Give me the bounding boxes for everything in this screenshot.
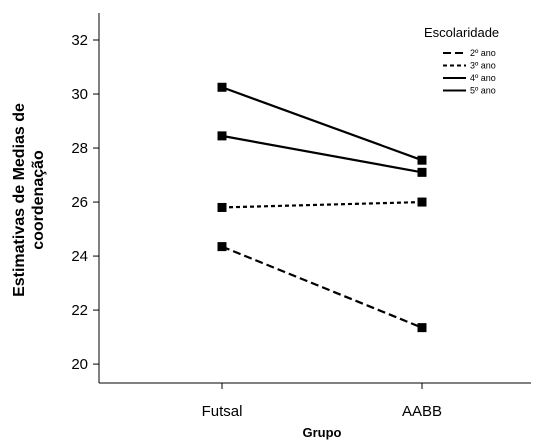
legend-label: 4º ano <box>470 73 496 83</box>
legend-label: 5º ano <box>470 86 496 96</box>
x-tick-label: Futsal <box>202 403 243 420</box>
x-tick-label: AABB <box>402 403 442 420</box>
y-tick-label: 24 <box>71 248 88 265</box>
series-line <box>221 134 423 174</box>
legend: Escolaridade 2º ano 3º ano 4º ano 5º ano <box>424 25 499 96</box>
y-axis-title: Estimativas de Medias de coordenação <box>11 103 47 297</box>
series-markers <box>217 82 427 333</box>
data-point <box>417 197 427 207</box>
series-line <box>221 200 423 209</box>
series-line <box>221 245 423 329</box>
y-tick-label: 20 <box>71 356 88 373</box>
data-point <box>217 202 227 212</box>
data-point <box>217 242 227 252</box>
y-tick-label: 22 <box>71 302 88 319</box>
legend-title: Escolaridade <box>424 25 499 40</box>
y-axis: 20 22 24 26 28 30 32 <box>71 32 99 373</box>
y-tick-label: 26 <box>71 194 88 211</box>
data-point <box>417 167 427 177</box>
data-point <box>217 131 227 141</box>
y-axis-title-line-1: Estimativas de Medias de <box>11 103 28 297</box>
x-axis-title: Grupo <box>303 425 342 440</box>
series-lines <box>221 86 423 329</box>
x-axis: Futsal AABB <box>202 383 442 420</box>
data-point <box>217 82 227 92</box>
legend-label: 3º ano <box>470 61 496 71</box>
data-point <box>417 323 427 333</box>
series-line <box>221 86 423 162</box>
legend-label: 2º ano <box>470 48 496 58</box>
y-axis-title-line-2: coordenação <box>30 150 47 250</box>
plot-frame <box>98 13 531 384</box>
y-tick-label: 30 <box>71 86 88 103</box>
data-point <box>417 155 427 165</box>
y-tick-label: 32 <box>71 32 88 49</box>
y-tick-label: 28 <box>71 140 88 157</box>
